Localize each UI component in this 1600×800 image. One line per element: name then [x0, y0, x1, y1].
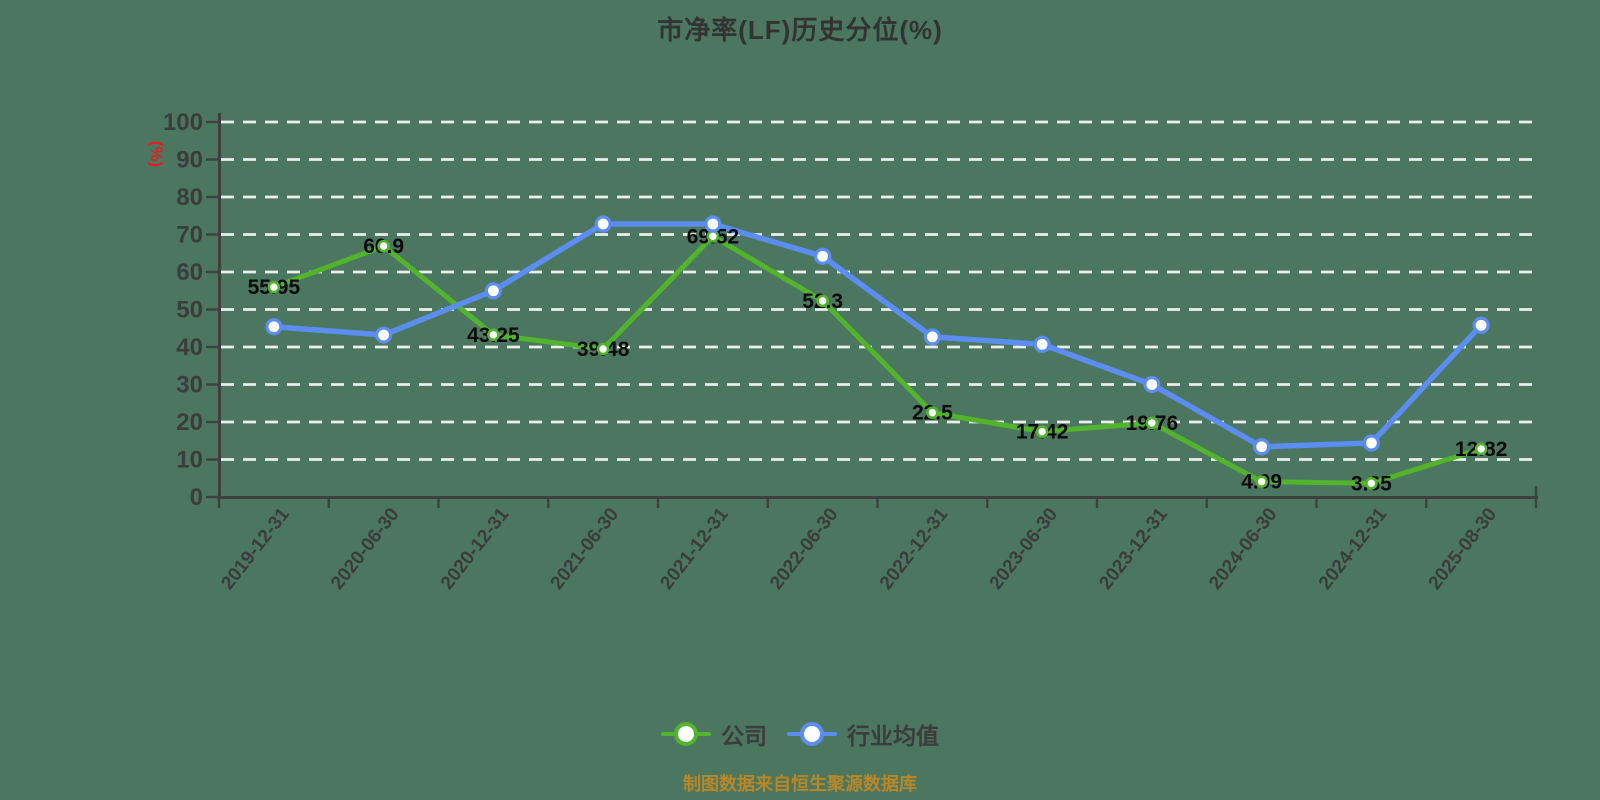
industry-line: [271, 221, 1484, 450]
industry-point-marker: [1143, 375, 1161, 394]
company-point-marker: [1035, 425, 1049, 438]
industry-line-marker-icon: [787, 721, 837, 747]
y-axis-tick-label: 20: [176, 409, 203, 436]
x-axis-label: 2024-06-30: [1205, 504, 1281, 594]
industry-point-marker: [1033, 335, 1051, 353]
x-axis-label: 2023-06-30: [986, 504, 1062, 594]
company-point-marker: [816, 294, 829, 308]
y-axis-tick-label: 60: [176, 259, 203, 286]
y-axis-tick-label: 70: [176, 222, 203, 249]
x-axis-label: 2020-06-30: [327, 504, 403, 594]
legend-item-industry-label: 行业均值: [847, 723, 939, 749]
company-point-marker: [706, 230, 720, 243]
y-axis-tick-label: 10: [176, 447, 203, 474]
x-axis-label: 2021-12-31: [656, 504, 733, 594]
y-axis-tick-label: 40: [176, 334, 203, 361]
y-axis-tick-label: 90: [176, 147, 203, 174]
company-point-marker: [1145, 416, 1159, 430]
company-point-marker: [377, 239, 390, 253]
legend-item-industry[interactable]: 行业均值: [787, 717, 939, 751]
company-point-marker: [267, 280, 281, 294]
company-point-marker: [926, 406, 939, 419]
y-axis-tick-label: 80: [176, 184, 203, 211]
industry-point-marker: [375, 326, 393, 344]
legend-item-company[interactable]: 公司: [661, 717, 767, 751]
x-axis-label: 2019-12-31: [217, 504, 294, 594]
x-axis-label: 2023-12-31: [1095, 504, 1172, 594]
x-axis-label: 2021-06-30: [547, 504, 623, 594]
company-point-marker: [1365, 477, 1378, 490]
company-point-marker: [1255, 475, 1268, 488]
x-axis-label: 2022-12-31: [876, 504, 953, 594]
chart-title: 市净率(LF)历史分位(%): [657, 15, 943, 45]
company-line: [271, 233, 1484, 486]
legend: 公司 行业均值: [0, 712, 1600, 756]
x-axis-label: 2020-12-31: [437, 504, 514, 594]
company-point-marker: [1474, 442, 1488, 456]
company-line-marker-icon: [661, 721, 711, 747]
company-point-marker: [596, 342, 610, 356]
industry-point-marker: [594, 215, 612, 233]
legend-item-company-label: 公司: [721, 723, 767, 749]
industry-point-marker: [923, 328, 941, 346]
industry-point-marker: [814, 247, 832, 265]
industry-point-marker: [484, 282, 502, 300]
x-axis-label: 2025-08-30: [1425, 504, 1501, 594]
footer-note: 制图数据来自恒生聚源数据库: [683, 774, 917, 794]
industry-point-marker: [1253, 438, 1271, 456]
industry-point-marker: [1362, 434, 1380, 452]
y-axis-tick-label: 30: [176, 372, 203, 399]
industry-point-marker: [265, 318, 283, 336]
industry-point-marker: [1472, 316, 1490, 334]
x-axis-label: 2024-12-31: [1315, 504, 1392, 594]
industry-point-marker: [704, 215, 722, 233]
company-point-marker: [487, 328, 500, 342]
y-axis-tick-label: 50: [176, 297, 203, 324]
y-axis-tick-label: 100: [163, 109, 203, 136]
x-axis-label: 2022-06-30: [766, 504, 842, 594]
y-axis-tick-label: 0: [190, 484, 203, 511]
